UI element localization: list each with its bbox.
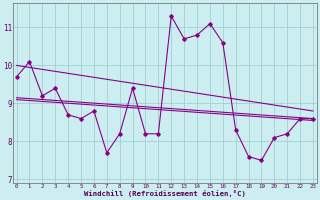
- X-axis label: Windchill (Refroidissement éolien,°C): Windchill (Refroidissement éolien,°C): [84, 190, 246, 197]
